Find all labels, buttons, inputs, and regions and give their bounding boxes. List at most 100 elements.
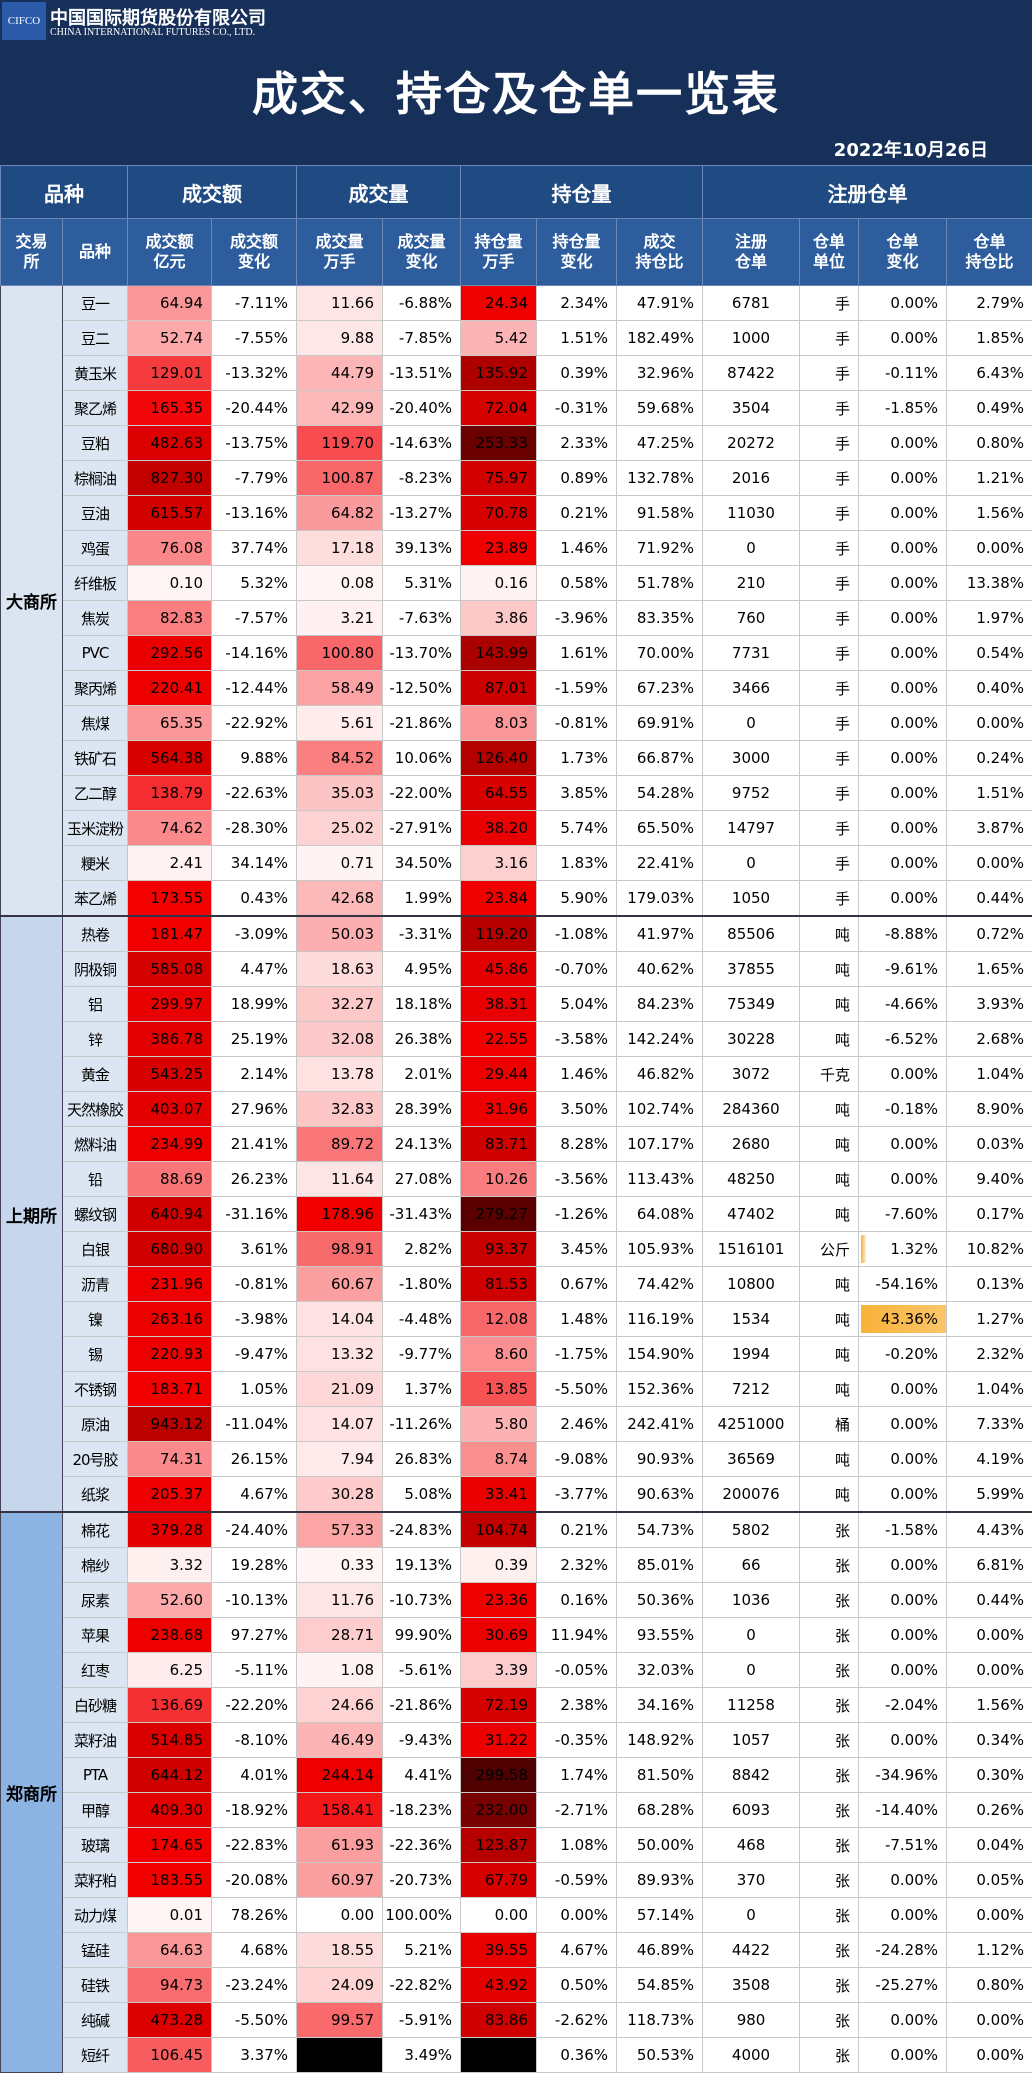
- data-cell: -8.23%: [382, 460, 461, 496]
- data-cell: 张: [799, 1897, 860, 1933]
- ratio-value: -1.59%: [554, 679, 608, 697]
- data-cell: 9.88: [296, 320, 383, 356]
- data-cell: 123.87: [460, 1827, 537, 1863]
- unit-cell: 468: [702, 1827, 801, 1863]
- ratio-value: 5.04%: [560, 995, 608, 1013]
- data-cell: 71.92%: [615, 530, 704, 566]
- product-name: 锌: [62, 1021, 128, 1057]
- table-row: 铝 299.97 18.99% 32.27 18.18% 38.31 5.04% 84.23%…: [1, 986, 1032, 1022]
- data-cell: 179.03%: [615, 880, 704, 917]
- data-cell: -7.63%: [382, 600, 461, 636]
- data-cell: 手: [799, 635, 860, 671]
- product-name: 纯碱: [62, 2002, 128, 2038]
- ratio-cell: 0.00%: [858, 285, 948, 321]
- ratio-cell: 0.21%: [536, 1511, 617, 1548]
- data-cell: 403.07: [127, 1091, 212, 1127]
- table-row: 棉纱 3.32 19.28% 0.33 19.13% 0.39 2.32% 85.01% 66 张…: [1, 1547, 1032, 1583]
- ratio-cell: 0.00%: [858, 495, 948, 531]
- data-cell: 0.00%: [946, 705, 1032, 741]
- ratio-cell: -0.81%: [536, 705, 617, 741]
- ratio-cell: 0.00%: [536, 1897, 617, 1933]
- data-cell: 100.80: [296, 635, 383, 671]
- data-cell: 24.09: [296, 1967, 383, 2003]
- ratio-value: 0.00%: [890, 644, 939, 662]
- ratio-value: 2.38%: [560, 1696, 608, 1714]
- data-cell: 119.70: [296, 425, 383, 461]
- ratio-value: 4.67%: [560, 1941, 608, 1959]
- data-cell: 473.28: [127, 2002, 212, 2038]
- column-header: 持仓量 变化: [536, 218, 617, 286]
- data-cell: 0.44%: [946, 880, 1032, 917]
- data-cell: 67.23%: [615, 670, 704, 706]
- product-name: 豆二: [62, 320, 128, 356]
- table-row: 苯乙烯 173.55 0.43% 42.68 1.99% 23.84 5.90% 179.03…: [1, 880, 1032, 917]
- ratio-value: 0.00%: [890, 539, 939, 557]
- data-cell: 231.96: [127, 1266, 212, 1302]
- data-cell: -20.44%: [211, 390, 297, 426]
- data-cell: 张: [799, 1757, 860, 1793]
- data-cell: 26.15%: [211, 1441, 297, 1477]
- data-cell: 1.21%: [946, 460, 1032, 496]
- data-cell: 14.07: [296, 1406, 383, 1442]
- exchange-name: 上期所: [0, 915, 63, 1513]
- data-cell: -22.63%: [211, 775, 297, 811]
- product-name: 锰硅: [62, 1932, 128, 1968]
- table-row: 鸡蛋 76.08 37.74% 17.18 39.13% 23.89 1.46% 71.92%…: [1, 530, 1032, 566]
- table-row: 玉米淀粉 74.62 -28.30% 25.02 -27.91% 38.20 5.74% 65…: [1, 810, 1032, 846]
- product-name: 螺纹钢: [62, 1196, 128, 1232]
- product-name: 沥青: [62, 1266, 128, 1302]
- ratio-cell: -0.31%: [536, 390, 617, 426]
- data-cell: -13.51%: [382, 355, 461, 391]
- ratio-value: -14.40%: [875, 1801, 939, 1819]
- data-cell: 张: [799, 1687, 860, 1723]
- data-cell: 0.00%: [946, 1617, 1032, 1653]
- ratio-value: 0.67%: [560, 1275, 608, 1293]
- ratio-cell: -8.88%: [858, 915, 948, 952]
- product-name: 豆粕: [62, 425, 128, 461]
- ratio-value: 0.00%: [890, 1170, 939, 1188]
- data-cell: 11.64: [296, 1161, 383, 1197]
- unit-cell: 980: [702, 2002, 801, 2038]
- column-header: 品种: [62, 218, 128, 286]
- unit-cell: 7212: [702, 1371, 801, 1407]
- data-cell: 943.12: [127, 1406, 212, 1442]
- unit-cell: 37855: [702, 951, 801, 987]
- ratio-value: 0.00%: [890, 784, 939, 802]
- data-cell: 6.81%: [946, 1547, 1032, 1583]
- table-row: 苹果 238.68 97.27% 28.71 99.90% 30.69 11.94% 93.5…: [1, 1617, 1032, 1653]
- data-cell: 292.56: [127, 635, 212, 671]
- ratio-value: 0.21%: [560, 1521, 608, 1539]
- ratio-cell: 0.00%: [858, 1476, 948, 1513]
- ratio-cell: 43.36%: [858, 1301, 948, 1337]
- data-cell: 5.08%: [382, 1476, 461, 1513]
- data-cell: 47.25%: [615, 425, 704, 461]
- unit-cell: 6781: [702, 285, 801, 321]
- data-cell: 张: [799, 1617, 860, 1653]
- product-name: PTA: [62, 1757, 128, 1793]
- data-cell: 1.05%: [211, 1371, 297, 1407]
- ratio-cell: 2.34%: [536, 285, 617, 321]
- data-cell: 1.85%: [946, 320, 1032, 356]
- data-cell: 118.73%: [615, 2002, 704, 2038]
- unit-cell: 3000: [702, 740, 801, 776]
- data-cell: 3.93%: [946, 986, 1032, 1022]
- data-cell: 18.99%: [211, 986, 297, 1022]
- product-name: 镍: [62, 1301, 128, 1337]
- data-cell: 23.89: [460, 530, 537, 566]
- table-row: 白砂糖 136.69 -22.20% 24.66 -21.86% 72.19 2.38% 34…: [1, 1687, 1032, 1723]
- data-cell: 0.00%: [946, 2002, 1032, 2038]
- data-cell: 91.58%: [615, 495, 704, 531]
- ratio-cell: 0.00%: [858, 1652, 948, 1688]
- table-row: 甲醇 409.30 -18.92% 158.41 -18.23% 232.00 -2.71%…: [1, 1792, 1032, 1828]
- data-cell: 张: [799, 1932, 860, 1968]
- table-row: 尿素 52.60 -10.13% 11.76 -10.73% 23.36 0.16% 50.3…: [1, 1582, 1032, 1618]
- ratio-cell: 0.00%: [858, 1582, 948, 1618]
- ratio-value: -24.28%: [875, 1941, 939, 1959]
- data-bar: [861, 1235, 866, 1263]
- data-cell: -13.75%: [211, 425, 297, 461]
- data-cell: 182.49%: [615, 320, 704, 356]
- table-row: 玻璃 174.65 -22.83% 61.93 -22.36% 123.87 1.08% 50…: [1, 1827, 1032, 1863]
- product-name: 红枣: [62, 1652, 128, 1688]
- ratio-cell: -34.96%: [858, 1757, 948, 1793]
- ratio-value: 1.32%: [890, 1240, 939, 1258]
